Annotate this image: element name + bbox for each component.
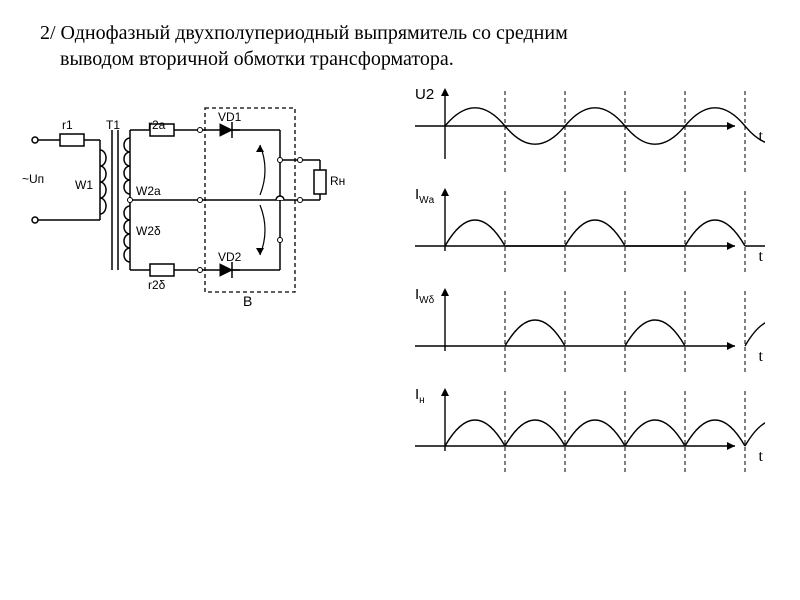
xlabel-3: t xyxy=(759,448,763,466)
graph-row-1: IWаt xyxy=(395,186,755,276)
title-line2: выводом вторичной обмотки трансформатора… xyxy=(60,48,454,70)
xlabel-2: t xyxy=(759,348,763,366)
label-vd2: VD2 xyxy=(218,250,241,264)
label-rn: Rн xyxy=(330,174,345,188)
xlabel-1: t xyxy=(759,248,763,266)
ylabel-2: IWδ xyxy=(415,286,434,306)
graph-row-3: Iнt xyxy=(395,386,755,476)
label-w2b: W2δ xyxy=(136,224,161,238)
label-un: ~Uп xyxy=(22,172,44,186)
graph-svg-2 xyxy=(395,286,765,376)
label-t1: T1 xyxy=(106,118,120,132)
graph-svg-3 xyxy=(395,386,765,476)
label-b: В xyxy=(243,293,252,309)
label-r1: r1 xyxy=(62,118,73,132)
circuit-schematic: r1 T1 r2a r2δ VD1 VD2 В Rн W1 W2a W2δ ~U… xyxy=(20,100,370,300)
label-w1: W1 xyxy=(75,178,93,192)
label-w2a: W2a xyxy=(136,184,161,198)
ylabel-0: U2 xyxy=(415,86,434,103)
page-title: 2/ Однофазный двухполупериодный выпрямит… xyxy=(40,20,760,72)
graph-row-0: U2t xyxy=(395,86,755,176)
ylabel-1: IWа xyxy=(415,186,434,206)
xlabel-0: t xyxy=(759,128,763,146)
label-r2a: r2a xyxy=(148,118,165,132)
label-r2b: r2δ xyxy=(148,278,165,292)
title-line1: 2/ Однофазный двухполупериодный выпрямит… xyxy=(40,22,568,44)
label-vd1: VD1 xyxy=(218,110,241,124)
graph-row-2: IWδt xyxy=(395,286,755,376)
graph-svg-1 xyxy=(395,186,765,276)
graphs-area: U2tIWаtIWδtIнt xyxy=(395,86,795,536)
graph-svg-0 xyxy=(395,86,765,176)
ylabel-3: Iн xyxy=(415,386,425,406)
